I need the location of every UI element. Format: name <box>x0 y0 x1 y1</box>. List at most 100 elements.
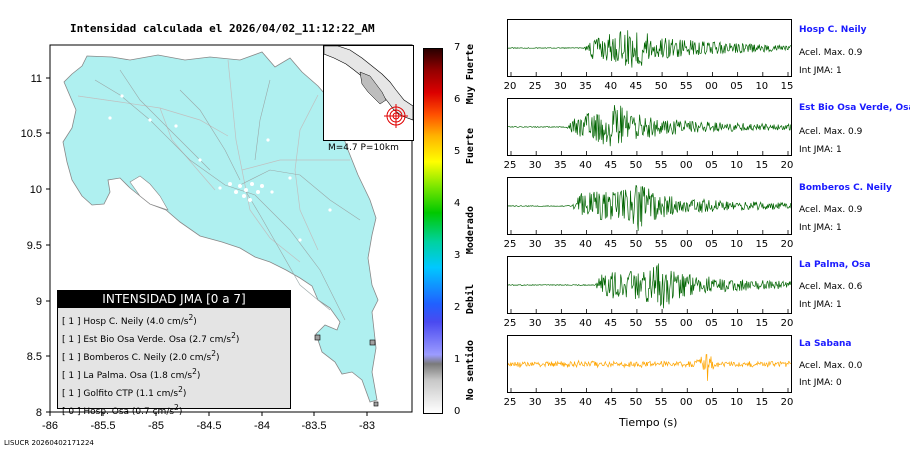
time-tick-label: 00 <box>679 397 693 408</box>
station-jma: Int JMA: 1 <box>799 145 842 155</box>
time-tick-label: 50 <box>629 397 643 408</box>
xtick-label: -85.5 <box>90 420 115 432</box>
station-name: Hosp C. Neily <box>799 25 867 35</box>
time-axis-label: Tiempo (s) <box>619 416 678 429</box>
time-tick-label: 25 <box>503 239 517 250</box>
time-tick-label: 15 <box>755 397 769 408</box>
time-tick-label: 35 <box>553 397 567 408</box>
map-axis-ticks <box>46 77 368 416</box>
ytick-label: 8.5 <box>27 351 42 363</box>
time-tick-label: 00 <box>679 160 693 171</box>
waveform-line <box>508 30 791 68</box>
time-tick-label: 00 <box>705 81 718 92</box>
colorbar-tick: 5 <box>454 146 461 157</box>
station-accel: Acel. Max. 0.9 <box>799 205 863 215</box>
xtick-label: -86 <box>42 420 58 432</box>
time-tick-label: 00 <box>679 318 693 329</box>
time-tick-label: 35 <box>553 160 567 171</box>
time-tick-label: 05 <box>705 239 718 250</box>
colorbar-tick: 2 <box>454 302 461 313</box>
time-tick-label: 35 <box>553 318 567 329</box>
station-name: Bomberos C. Neily <box>799 183 892 193</box>
seismogram-panel <box>507 256 792 314</box>
time-tick-label: 15 <box>755 160 769 171</box>
time-ticks: 25 30 35 40 45 50 55 00 05 10 15 20 <box>504 397 794 411</box>
colorbar-tick: 4 <box>454 198 461 209</box>
ytick-label: 9.5 <box>27 240 42 252</box>
legend-row: [ 0 ] Hosp. Osa (0.7 cm/s2) <box>62 403 183 417</box>
waveform-trace <box>508 30 791 76</box>
time-tick-label: 00 <box>679 239 693 250</box>
time-tick-label: 20 <box>780 239 794 250</box>
station-name: Est Bio Osa Verde, Osa <box>799 103 910 113</box>
time-tick-label: 40 <box>579 397 592 408</box>
inset-location-map <box>323 45 414 141</box>
station-accel: Acel. Max. 0.0 <box>799 361 863 371</box>
seismogram-panel <box>507 98 792 156</box>
station-accel: Acel. Max. 0.9 <box>799 48 863 58</box>
legend-row: [ 1 ] La Palma. Osa (1.8 cm/s2) <box>62 367 201 381</box>
ytick-label: 11 <box>31 73 42 85</box>
time-ticks: 25 30 35 40 45 50 55 00 05 10 15 20 <box>503 318 794 332</box>
station-name: La Sabana <box>799 339 852 349</box>
waveform-trace <box>508 353 791 392</box>
footer-code: LISUCR 20260402171224 <box>4 439 94 447</box>
xtick-label: -84.5 <box>196 420 221 432</box>
station-accel: Acel. Max. 0.9 <box>799 127 863 137</box>
label-muy-fuerte: Muy Fuerte <box>465 44 476 105</box>
time-tick-label: 20 <box>780 397 794 408</box>
time-tick-label: 25 <box>528 81 542 92</box>
station-markers <box>314 334 379 407</box>
seismogram-panel <box>507 19 792 77</box>
legend-row: [ 1 ] Hosp C. Neily (4.0 cm/s2) <box>62 313 197 327</box>
waveform-trace <box>508 184 791 234</box>
time-ticks: 25 30 35 40 45 50 55 00 05 10 15 20 <box>503 160 794 174</box>
time-tick-label: 45 <box>629 81 643 92</box>
station-accel: Acel. Max. 0.6 <box>799 282 863 292</box>
map-axis-labels: 11 10.5 10 9.5 9 8.5 8 -86 -85.5 -85 -84… <box>21 73 375 432</box>
time-tick-label: 55 <box>679 81 693 92</box>
time-tick-label: 50 <box>654 81 668 92</box>
label-fuerte: Fuerte <box>465 128 476 165</box>
intensity-colorbar <box>423 48 443 414</box>
time-tick-label: 30 <box>553 81 567 92</box>
event-magnitude-depth: M=4.7 P=10km <box>328 143 399 153</box>
ytick-label: 10.5 <box>21 128 42 140</box>
time-tick-label: 15 <box>755 239 769 250</box>
station-jma: Int JMA: 1 <box>799 223 842 233</box>
time-tick-label: 05 <box>705 160 718 171</box>
ytick-label: 8 <box>36 407 42 419</box>
time-tick-label: 35 <box>579 81 592 92</box>
label-debil: Debil <box>465 284 476 315</box>
map-title: Intensidad calculada el 2026/04/02_11:12… <box>70 22 375 35</box>
legend-row: [ 1 ] Est Bio Osa Verde. Osa (2.7 cm/s2) <box>62 331 240 345</box>
colorbar-tick: 3 <box>454 250 461 261</box>
colorbar-tick: 6 <box>454 94 461 105</box>
time-tick-label: 40 <box>579 160 592 171</box>
time-tick-label: 05 <box>730 81 743 92</box>
waveform-line <box>508 104 791 147</box>
time-tick-label: 55 <box>654 239 668 250</box>
time-tick-label: 25 <box>503 318 517 329</box>
time-ticks: 20 25 30 35 40 45 50 55 00 05 10 15 <box>504 81 794 95</box>
time-tick-label: 55 <box>654 160 668 171</box>
epicenter-icon <box>384 104 408 128</box>
waveform-line <box>508 353 791 381</box>
seismogram-panel <box>507 335 792 393</box>
time-tick-label: 45 <box>604 160 618 171</box>
waveform-trace <box>508 104 791 155</box>
time-tick-label: 25 <box>503 160 517 171</box>
label-moderado: Moderado <box>465 206 476 255</box>
time-tick-label: 45 <box>604 239 618 250</box>
time-tick-label: 30 <box>528 160 542 171</box>
time-tick-label: 15 <box>755 318 769 329</box>
time-tick-label: 10 <box>730 397 743 408</box>
xtick-label: -83.5 <box>301 420 326 432</box>
time-ticks: 25 30 35 40 45 50 55 00 05 10 15 20 <box>503 239 794 253</box>
seismogram-panel <box>507 177 792 235</box>
time-tick-label: 40 <box>604 81 618 92</box>
time-tick-label: 55 <box>654 397 668 408</box>
time-tick-label: 20 <box>780 160 794 171</box>
xtick-label: -83 <box>359 420 375 432</box>
station-name: La Palma, Osa <box>799 260 871 270</box>
